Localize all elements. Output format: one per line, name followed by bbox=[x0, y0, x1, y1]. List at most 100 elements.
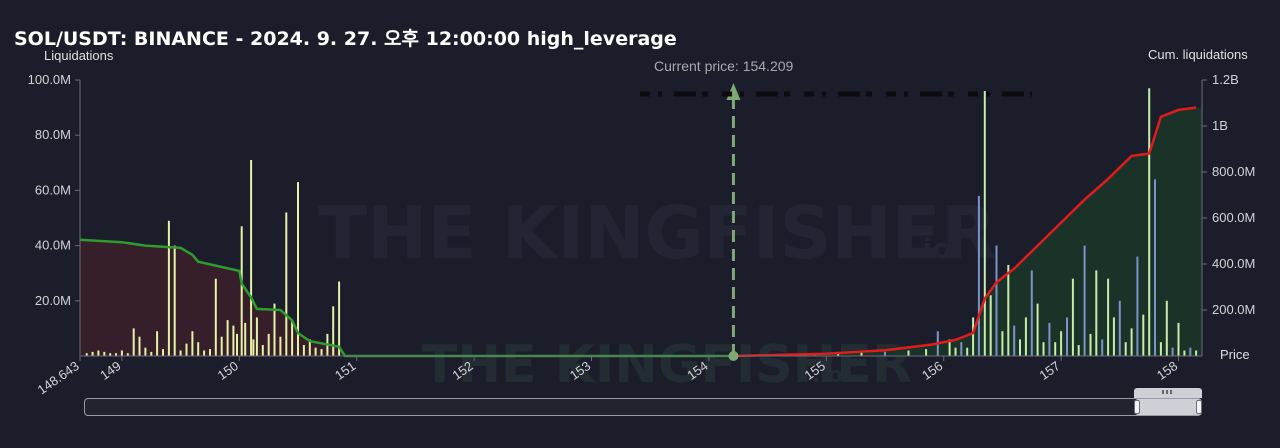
liquidation-bar bbox=[203, 350, 206, 356]
liquidation-bar bbox=[1189, 347, 1192, 356]
liquidation-bar bbox=[179, 350, 182, 356]
liquidation-bar bbox=[150, 351, 153, 356]
y-tick-label: 40.0M bbox=[35, 238, 71, 253]
liquidation-bar bbox=[1030, 270, 1033, 356]
range-scrollbar[interactable] bbox=[84, 398, 1202, 416]
liquidation-bar bbox=[273, 303, 276, 356]
liquidation-bar bbox=[966, 347, 969, 356]
liquidation-bar bbox=[1148, 88, 1151, 357]
liquidation-bar bbox=[214, 278, 217, 356]
y2-tick-label: 1.2B bbox=[1212, 72, 1239, 87]
liquidation-bar bbox=[1183, 350, 1186, 356]
x-tick-label: 156 bbox=[919, 358, 945, 383]
liquidation-bar bbox=[1048, 322, 1051, 356]
watermark: THE KINGFISHER .io THE KINGFISHER .io bbox=[318, 191, 996, 395]
liquidation-bar bbox=[1071, 278, 1074, 356]
scrollbar-left-handle[interactable] bbox=[1134, 400, 1140, 414]
liquidation-bar bbox=[907, 350, 910, 356]
scrollbar-thumb[interactable] bbox=[1134, 399, 1202, 415]
y2-axis-title: Cum. liquidations bbox=[1148, 47, 1248, 62]
liquidation-bar bbox=[279, 336, 282, 356]
liquidation-bar bbox=[1089, 333, 1092, 356]
liquidation-bar bbox=[1013, 325, 1016, 356]
liquidation-bar bbox=[1083, 245, 1086, 356]
liquidation-bar bbox=[297, 182, 299, 356]
liquidation-bar bbox=[972, 317, 975, 356]
watermark-suffix-bottom: .io bbox=[812, 363, 843, 388]
liquidation-bar bbox=[1101, 339, 1104, 356]
liquidation-bar bbox=[1107, 278, 1110, 356]
liquidation-bar bbox=[185, 343, 188, 356]
liquidation-bar bbox=[91, 351, 94, 356]
liquidation-bar bbox=[209, 349, 211, 356]
liquidation-bar bbox=[232, 325, 235, 356]
x-tick-label: 150 bbox=[215, 358, 241, 383]
liquidation-bar bbox=[173, 245, 176, 356]
liquidation-bar bbox=[954, 347, 957, 356]
liquidation-bar bbox=[983, 91, 986, 356]
liquidation-bar bbox=[1171, 347, 1174, 356]
x-tick-label: 151 bbox=[332, 358, 358, 383]
y-axis-right-ticks: 200.0M 400.0M 600.0M 800.0M 1B 1.2B bbox=[1202, 72, 1255, 317]
y2-tick-label: 800.0M bbox=[1212, 164, 1255, 179]
y-tick-label: 20.0M bbox=[35, 293, 71, 308]
liquidation-bar bbox=[197, 342, 200, 356]
y-axis-left-ticks: 20.0M 40.0M 60.0M 80.0M 100.0M bbox=[28, 72, 80, 308]
x-tick-label: 157 bbox=[1036, 358, 1062, 383]
liquidation-bar bbox=[126, 353, 129, 356]
y-tick-label: 60.0M bbox=[35, 182, 71, 197]
y2-tick-label: 600.0M bbox=[1212, 210, 1255, 225]
current-price-dot bbox=[728, 351, 739, 361]
y-tick-label: 100.0M bbox=[28, 72, 71, 87]
current-price-label: Current price: 154.209 bbox=[654, 58, 794, 74]
cum-short-line bbox=[733, 106, 1197, 358]
liquidation-bar bbox=[120, 350, 123, 356]
liquidation-bar bbox=[267, 333, 270, 356]
liquidation-bar bbox=[255, 317, 258, 356]
liquidation-bar bbox=[291, 320, 294, 356]
y2-tick-label: 400.0M bbox=[1212, 256, 1255, 271]
liquidation-bar bbox=[244, 322, 247, 356]
cum-liquidation-lines bbox=[79, 106, 1197, 358]
liquidation-bar bbox=[97, 350, 100, 356]
liquidation-bar bbox=[1159, 342, 1162, 356]
liquidation-bar bbox=[138, 336, 141, 356]
watermark-text-top: THE KINGFISHER bbox=[318, 191, 996, 275]
liquidation-bar bbox=[948, 339, 951, 356]
liquidation-bar bbox=[1195, 350, 1198, 356]
liquidation-bar bbox=[1024, 317, 1027, 356]
liquidation-bar bbox=[1177, 322, 1180, 356]
grip-lines-icon bbox=[1162, 390, 1172, 394]
liquidation-bar bbox=[1142, 314, 1145, 356]
liquidation-bar bbox=[1001, 331, 1004, 356]
liquidation-bar bbox=[250, 160, 253, 356]
watermark-text-bottom: THE KINGFISHER bbox=[422, 335, 912, 395]
liquidation-bar bbox=[85, 353, 88, 356]
liquidation-bar bbox=[109, 353, 112, 356]
liquidation-bar bbox=[1154, 179, 1156, 356]
liquidation-bar bbox=[925, 349, 928, 356]
liquidation-bar bbox=[320, 349, 323, 356]
liquidation-bar bbox=[314, 347, 317, 356]
liquidation-bar bbox=[1130, 328, 1133, 356]
liquidation-bar bbox=[1165, 300, 1168, 356]
x-axis-title: Price bbox=[1220, 347, 1250, 362]
scrollbar-grip[interactable] bbox=[1134, 388, 1202, 398]
liquidation-bar bbox=[1112, 317, 1115, 356]
liquidation-bar bbox=[302, 345, 305, 356]
liquidation-bar bbox=[156, 331, 159, 356]
liquidation-bar bbox=[236, 333, 238, 356]
liquidation-bar bbox=[144, 347, 147, 356]
liquidation-bar bbox=[1007, 264, 1010, 356]
y-tick-label: 80.0M bbox=[35, 127, 71, 142]
liquidation-bar bbox=[1019, 339, 1021, 356]
liquidation-bar bbox=[960, 342, 963, 356]
liquidation-bar bbox=[252, 339, 255, 356]
liquidation-bar bbox=[332, 306, 335, 356]
x-tick-label: 149 bbox=[97, 358, 123, 383]
chart-title: SOL/USDT: BINANCE - 2024. 9. 27. 오후 12:0… bbox=[14, 28, 677, 50]
x-tick-label: 158 bbox=[1154, 358, 1180, 383]
liquidation-bar bbox=[1054, 342, 1057, 356]
scrollbar-right-handle[interactable] bbox=[1196, 400, 1202, 414]
